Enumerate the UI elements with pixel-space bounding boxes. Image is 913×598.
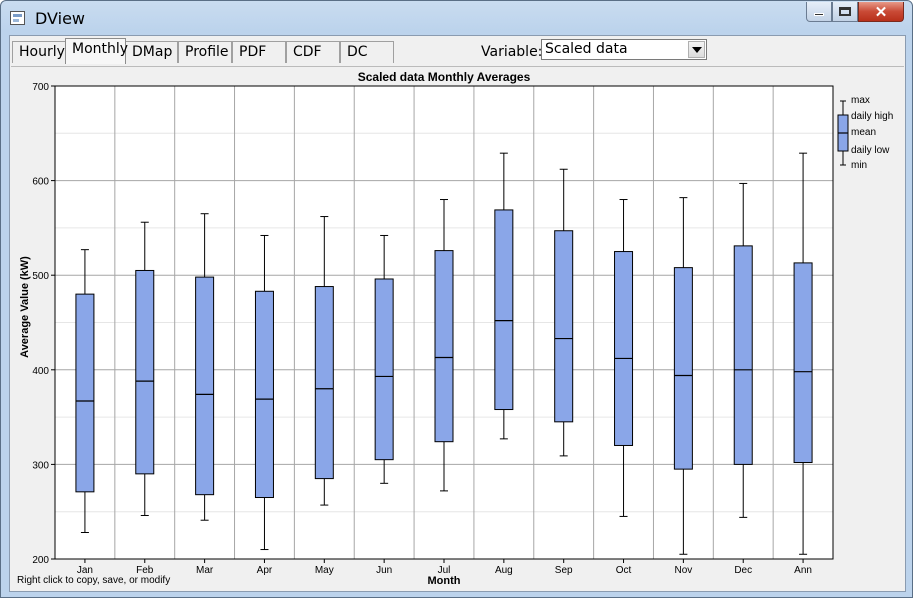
- legend-label: daily high: [851, 111, 893, 122]
- box-body: [75, 293, 95, 493]
- x-tick-label: Jul: [438, 565, 451, 576]
- close-button[interactable]: ✕: [858, 2, 904, 22]
- box-body: [793, 262, 813, 464]
- y-tick-label: 500: [32, 271, 49, 282]
- chart-title: Scaled data Monthly Averages: [358, 70, 531, 84]
- box-body: [135, 269, 155, 475]
- x-tick-label: May: [315, 565, 334, 576]
- chart-panel[interactable]: Scaled data Monthly Averages 200 300 400 50…: [11, 66, 904, 591]
- plot-frame: [54, 85, 834, 560]
- legend-label: daily low: [851, 145, 890, 156]
- tab-strip: Hourly Monthly DMap Profile PDF CDF DC V…: [10, 36, 905, 66]
- box-body: [554, 230, 574, 423]
- box-mar: [195, 213, 215, 521]
- x-tick-label: Apr: [257, 565, 273, 576]
- box-oct: [614, 199, 634, 517]
- variable-label: Variable:: [481, 44, 543, 60]
- variable-select-value: Scaled data: [545, 41, 628, 57]
- client-area: Hourly Monthly DMap Profile PDF CDF DC V…: [9, 35, 906, 592]
- box-body: [314, 286, 334, 480]
- tab-monthly[interactable]: Monthly: [65, 38, 128, 64]
- box-aug: [494, 152, 514, 440]
- x-tick-label: Oct: [616, 565, 632, 576]
- box-body: [374, 278, 394, 461]
- x-tick-label: Jan: [77, 565, 93, 576]
- x-tick-label: Feb: [136, 565, 154, 576]
- y-tick-label: 200: [32, 555, 49, 566]
- y-tick-label: 700: [32, 82, 49, 93]
- box-may: [314, 216, 334, 506]
- box-jul: [434, 199, 454, 492]
- tab-cdf[interactable]: CDF: [286, 41, 340, 63]
- box-body: [614, 251, 634, 446]
- footer-hint: Right click to copy, save, or modify: [17, 575, 170, 586]
- box-body: [434, 250, 454, 443]
- box-body: [195, 276, 215, 496]
- legend-label: max: [851, 95, 870, 106]
- tab-hourly[interactable]: Hourly: [12, 41, 66, 63]
- tab-pdf[interactable]: PDF: [232, 41, 286, 63]
- app-icon[interactable]: [10, 11, 25, 25]
- y-tick-label: 600: [32, 177, 49, 188]
- x-tick-label: Nov: [674, 565, 692, 576]
- title-bar[interactable]: DView ✕: [1, 1, 912, 35]
- variable-select[interactable]: Scaled data: [541, 39, 707, 60]
- y-axis-label: Average Value (kW): [19, 256, 31, 358]
- x-tick-label: Jun: [376, 565, 392, 576]
- box-feb: [135, 221, 155, 516]
- minimize-button[interactable]: [806, 2, 832, 22]
- x-tick-label: Sep: [555, 565, 573, 576]
- box-body: [733, 245, 753, 465]
- x-tick-label: Ann: [794, 565, 812, 576]
- box-apr: [254, 234, 274, 551]
- tab-profile[interactable]: Profile: [178, 41, 232, 63]
- x-axis-label: Month: [428, 575, 461, 587]
- box-body: [673, 267, 693, 470]
- window-title: DView: [35, 9, 86, 28]
- box-jun: [374, 234, 394, 484]
- minimize-icon: [814, 13, 824, 16]
- tab-dc[interactable]: DC: [340, 41, 394, 63]
- window-controls: ✕: [806, 2, 904, 24]
- tab-dmap[interactable]: DMap: [125, 41, 178, 63]
- box-sep: [554, 168, 574, 457]
- box-jan: [75, 249, 95, 534]
- close-icon: ✕: [874, 3, 888, 21]
- y-tick-label: 400: [32, 366, 49, 377]
- boxplot-chart[interactable]: Scaled data Monthly Averages 200 300 400 50…: [11, 67, 904, 592]
- legend-label: min: [851, 160, 867, 171]
- y-tick-label: 300: [32, 460, 49, 471]
- maximize-button[interactable]: [832, 2, 858, 22]
- box-nov: [673, 197, 693, 555]
- x-tick-label: Aug: [495, 565, 513, 576]
- x-tick-label: Dec: [734, 565, 752, 576]
- chevron-down-icon[interactable]: [688, 41, 705, 58]
- legend-label: mean: [851, 127, 876, 138]
- box-body: [494, 209, 514, 411]
- maximize-icon: [839, 7, 851, 16]
- box-ann: [793, 152, 813, 555]
- box-dec: [733, 182, 753, 518]
- x-tick-label: Mar: [196, 565, 214, 576]
- box-body: [254, 290, 274, 499]
